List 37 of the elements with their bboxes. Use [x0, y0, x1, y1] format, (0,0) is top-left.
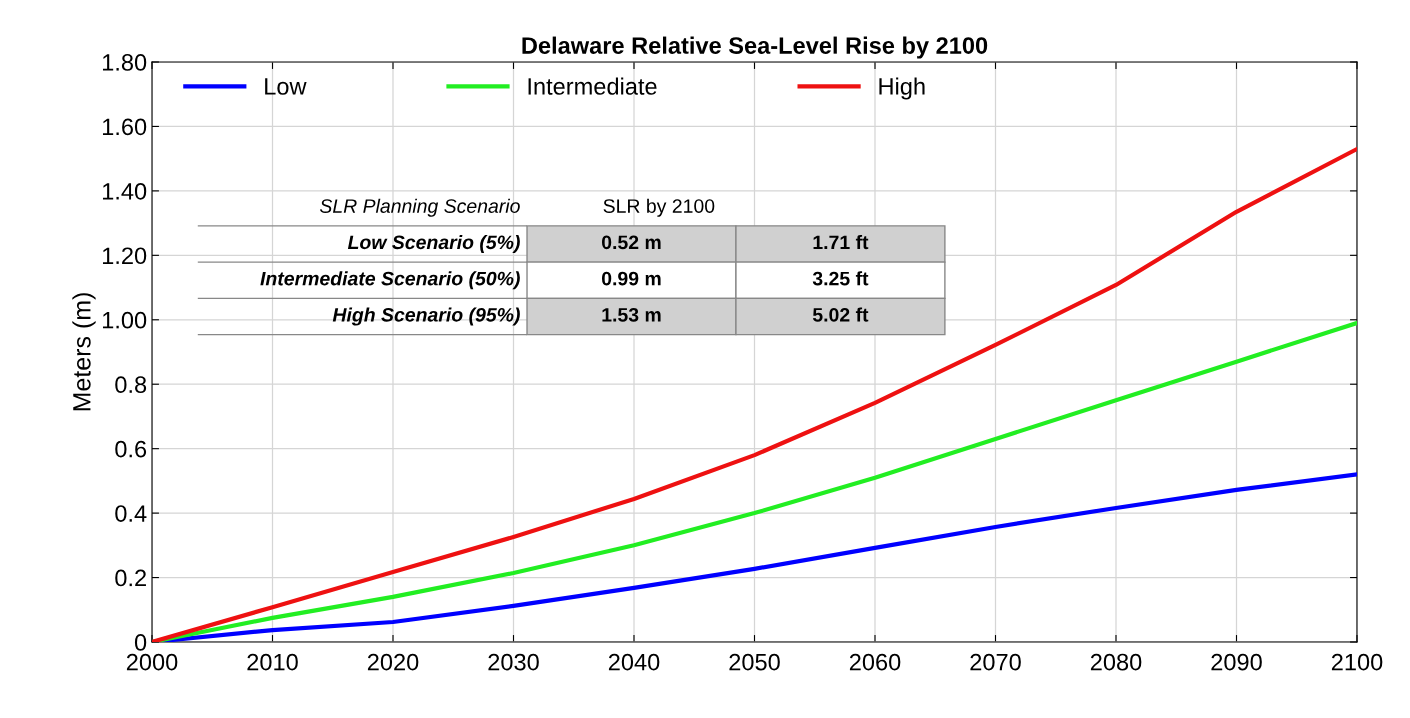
annotation: 1.71 ft [813, 234, 869, 250]
y-tick-label: 1.20 [102, 247, 147, 265]
y-tick-label: 1.40 [102, 182, 147, 200]
y-tick-label: 0 [134, 634, 147, 651]
annotation: Intermediate Scenario (50%) [260, 271, 520, 290]
x-tick-label: 2030 [488, 653, 539, 671]
x-tick-label: 2060 [849, 653, 901, 671]
annotation: 5.02 ft [812, 307, 869, 322]
x-tick-label: 2010 [247, 653, 298, 671]
x-tick-label: 2000 [126, 653, 178, 671]
legend-label: Low [265, 78, 307, 95]
annotation: High Scenario (95%) [332, 307, 520, 326]
x-tick-label: 2050 [729, 653, 780, 671]
annotation: 3.25 ft [812, 271, 869, 286]
y-tick-label: 0.2 [115, 569, 146, 587]
annotation: 0.52 m [601, 235, 661, 250]
chart-title: Delaware Relative Sea-Level Rise by 2100 [522, 36, 988, 59]
y-tick-label: 1.00 [102, 311, 147, 329]
annotation: 0.99 m [601, 271, 661, 286]
x-tick-label: 2080 [1090, 653, 1142, 671]
x-tick-label: 2100 [1331, 653, 1383, 671]
y-tick-label: 1.60 [102, 118, 147, 136]
y-tick-label: 0.6 [115, 440, 147, 458]
annotation: SLR Planning Scenario [319, 198, 520, 217]
annotation: Low Scenario (5%) [347, 234, 520, 254]
legend-label: Intermediate [528, 77, 657, 95]
y-tick-label: 0.4 [115, 505, 147, 522]
y-axis-title: Meters (m) [72, 293, 96, 411]
legend-label: High [879, 77, 925, 100]
x-tick-label: 2020 [367, 653, 419, 671]
x-tick-label: 2070 [970, 653, 1021, 671]
annotation: SLR by 2100 [603, 198, 715, 217]
y-tick-label: 0.8 [115, 376, 147, 394]
annotation: 1.53 m [602, 307, 661, 322]
y-tick-label: 1.80 [102, 54, 147, 71]
x-tick-label: 2040 [608, 653, 660, 671]
x-tick-label: 2090 [1211, 653, 1262, 671]
